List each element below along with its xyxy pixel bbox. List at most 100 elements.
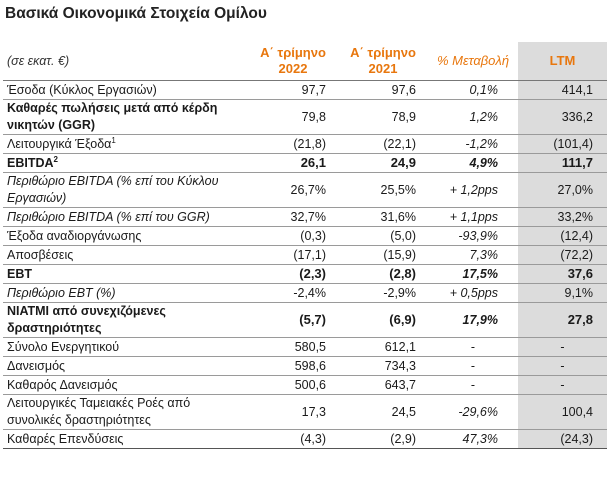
row-label-text: Λειτουργικές Ταμειακές Ροές από συνολικέ… xyxy=(7,396,191,427)
row-label-text: Περιθώριο EBITDA (% επί του GGR) xyxy=(7,210,210,224)
value-change: + 1,1pps xyxy=(428,207,518,227)
value-change: -29,6% xyxy=(428,394,518,430)
value-q1-2022: (17,1) xyxy=(248,245,338,265)
value-change: + 1,2pps xyxy=(428,172,518,208)
row-label: Αποσβέσεις xyxy=(3,245,248,265)
row-label: Λειτουργικές Ταμειακές Ροές από συνολικέ… xyxy=(3,394,248,430)
value-q1-2021: 24,5 xyxy=(338,394,428,430)
table-row: Αποσβέσεις (17,1) (15,9) 7,3% (72,2) xyxy=(3,245,607,265)
value-q1-2021: 612,1 xyxy=(338,337,428,357)
value-change: + 0,5pps xyxy=(428,283,518,303)
value-q1-2022: 17,3 xyxy=(248,394,338,430)
value-change: 17,5% xyxy=(428,264,518,284)
value-ltm: 27,8 xyxy=(518,302,607,338)
row-label: Καθαρός Δανεισμός xyxy=(3,375,248,395)
row-label-text: Περιθώριο EBT (%) xyxy=(7,286,116,300)
value-change: 4,9% xyxy=(428,153,518,173)
value-q1-2021: (6,9) xyxy=(338,302,428,338)
value-q1-2022: 97,7 xyxy=(248,80,338,100)
value-change: - xyxy=(428,337,518,357)
row-label: Έσοδα (Κύκλος Εργασιών) xyxy=(3,80,248,100)
row-label-text: Έξοδα αναδιοργάνωσης xyxy=(7,229,142,243)
footnote-marker: 2 xyxy=(53,154,58,164)
value-ltm: - xyxy=(518,375,607,395)
table-row: Έσοδα (Κύκλος Εργασιών) 97,7 97,6 0,1% 414,1 xyxy=(3,80,607,100)
table-row: EBITDA2 26,1 24,9 4,9% 111,7 xyxy=(3,153,607,173)
col-q1-2022-header: Α΄ τρίμηνο 2022 xyxy=(248,42,338,81)
value-q1-2022: (4,3) xyxy=(248,429,338,449)
value-ltm: 9,1% xyxy=(518,283,607,303)
value-change: 7,3% xyxy=(428,245,518,265)
table-row: Περιθώριο EBITDA (% επί του Κύκλου Εργασ… xyxy=(3,172,607,208)
row-label-text: EBITDA xyxy=(7,156,54,170)
value-ltm: 111,7 xyxy=(518,153,607,173)
value-ltm: 414,1 xyxy=(518,80,607,100)
value-q1-2022: 79,8 xyxy=(248,99,338,135)
row-label: Καθαρές πωλήσεις μετά από κέρδη νικητών … xyxy=(3,99,248,135)
col-q1-2021-header: Α΄ τρίμηνο 2021 xyxy=(338,42,428,81)
value-ltm: 33,2% xyxy=(518,207,607,227)
value-ltm: (12,4) xyxy=(518,226,607,246)
value-change: - xyxy=(428,356,518,376)
table-row: Δανεισμός 598,6 734,3- - xyxy=(3,356,607,376)
value-q1-2022: 580,5 xyxy=(248,337,338,357)
table-row: Καθαρές πωλήσεις μετά από κέρδη νικητών … xyxy=(3,99,607,135)
row-label: Δανεισμός xyxy=(3,356,248,376)
table-row: EBT (2,3) (2,8) 17,5% 37,6 xyxy=(3,264,607,284)
value-ltm: 37,6 xyxy=(518,264,607,284)
row-label-text: Αποσβέσεις xyxy=(7,248,74,262)
row-label-text: Δανεισμός xyxy=(7,359,66,373)
value-q1-2021: 24,9 xyxy=(338,153,428,173)
value-q1-2021: 31,6% xyxy=(338,207,428,227)
value-q1-2021: 734,3 xyxy=(338,356,428,376)
value-q1-2022: (0,3) xyxy=(248,226,338,246)
table-row: Σύνολο Ενεργητικού 580,5 612,1- - xyxy=(3,337,607,357)
row-label: EBT xyxy=(3,264,248,284)
row-label: Περιθώριο EBT (%) xyxy=(3,283,248,303)
value-q1-2021: 97,6 xyxy=(338,80,428,100)
value-change: 47,3% xyxy=(428,429,518,449)
row-label-text: Λειτουργικά Έξοδα xyxy=(7,137,112,151)
value-ltm: 27,0% xyxy=(518,172,607,208)
row-label: EBITDA2 xyxy=(3,153,248,173)
value-q1-2022: 26,7% xyxy=(248,172,338,208)
table-row: Καθαρές Επενδύσεις (4,3) (2,9) 47,3% (24,3) xyxy=(3,429,607,449)
row-label-text: Σύνολο Ενεργητικού xyxy=(7,340,120,354)
value-q1-2022: -2,4% xyxy=(248,283,338,303)
value-ltm: (72,2) xyxy=(518,245,607,265)
table-row: Έξοδα αναδιοργάνωσης (0,3) (5,0) -93,9% (12,… xyxy=(3,226,607,246)
row-label-text: Περιθώριο EBITDA (% επί του Κύκλου Εργασ… xyxy=(7,174,219,205)
value-change: -93,9% xyxy=(428,226,518,246)
table-row: Λειτουργικά Έξοδα1 (21,8) (22,1) -1,2% (101,… xyxy=(3,134,607,154)
row-label-text: Καθαρές πωλήσεις μετά από κέρδη νικητών … xyxy=(7,101,218,132)
row-label-text: ΝΙΑΤΜΙ από συνεχιζόμενες δραστηριότητες xyxy=(7,304,166,335)
row-label: ΝΙΑΤΜΙ από συνεχιζόμενες δραστηριότητες xyxy=(3,302,248,338)
financial-table: (σε εκατ. €) Α΄ τρίμηνο 2022 Α΄ τρίμηνο … xyxy=(3,42,607,449)
value-q1-2022: 32,7% xyxy=(248,207,338,227)
value-change: 0,1% xyxy=(428,80,518,100)
col-change-header: % Μεταβολή xyxy=(428,42,518,81)
value-q1-2022: (21,8) xyxy=(248,134,338,154)
footnote-marker: 1 xyxy=(111,135,116,145)
value-q1-2022: (2,3) xyxy=(248,264,338,284)
row-label-text: Καθαρός Δανεισμός xyxy=(7,378,118,392)
value-q1-2021: (2,9) xyxy=(338,429,428,449)
value-q1-2022: 598,6 xyxy=(248,356,338,376)
value-ltm: - xyxy=(518,337,607,357)
value-ltm: - xyxy=(518,356,607,376)
row-label: Περιθώριο EBITDA (% επί του GGR) xyxy=(3,207,248,227)
value-q1-2022: 26,1 xyxy=(248,153,338,173)
table-row: Περιθώριο EBITDA (% επί του GGR) 32,7% 31,… xyxy=(3,207,607,227)
value-change: 17,9% xyxy=(428,302,518,338)
row-label: Περιθώριο EBITDA (% επί του Κύκλου Εργασ… xyxy=(3,172,248,208)
value-q1-2021: (2,8) xyxy=(338,264,428,284)
table-row: ΝΙΑΤΜΙ από συνεχιζόμενες δραστηριότητες (… xyxy=(3,302,607,338)
table-row: Λειτουργικές Ταμειακές Ροές από συνολικέ… xyxy=(3,394,607,430)
row-label: Λειτουργικά Έξοδα1 xyxy=(3,134,248,154)
value-q1-2022: (5,7) xyxy=(248,302,338,338)
value-ltm: 336,2 xyxy=(518,99,607,135)
unit-header: (σε εκατ. €) xyxy=(3,42,248,81)
row-label: Σύνολο Ενεργητικού xyxy=(3,337,248,357)
value-change: 1,2% xyxy=(428,99,518,135)
value-q1-2021: -2,9% xyxy=(338,283,428,303)
